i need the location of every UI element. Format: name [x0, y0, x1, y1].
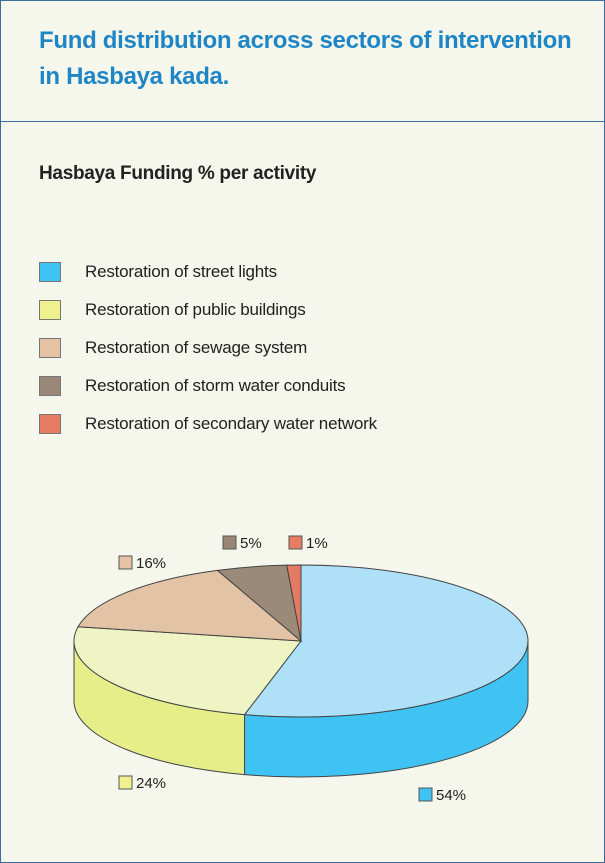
legend-swatch [39, 262, 61, 282]
data-label-swatch [418, 787, 433, 802]
data-label-text: 16% [136, 555, 166, 572]
header: Fund distribution across sectors of inte… [1, 1, 604, 122]
pie-slice [243, 564, 529, 718]
data-label-swatch [118, 775, 133, 790]
data-label: 5% [222, 535, 262, 552]
data-label-swatch [222, 535, 237, 550]
legend-label: Restoration of storm water conduits [85, 376, 346, 395]
data-label-swatch [118, 555, 133, 570]
pie-slice [73, 626, 302, 716]
legend-label: Restoration of secondary water network [85, 414, 377, 433]
legend-item: Restoration of sewage system [39, 329, 377, 367]
legend-item: Restoration of secondary water network [39, 405, 377, 443]
data-label-text: 5% [240, 535, 262, 552]
legend: Restoration of street lights Restoration… [39, 253, 377, 443]
legend-item: Restoration of street lights [39, 253, 377, 291]
page-title: Fund distribution across sectors of inte… [39, 27, 572, 90]
legend-item: Restoration of storm water conduits [39, 367, 377, 405]
pie-top [73, 564, 529, 718]
legend-label: Restoration of public buildings [85, 300, 306, 319]
data-label-text: 24% [136, 775, 166, 792]
pie-slice [286, 564, 302, 642]
data-label-text: 54% [436, 787, 466, 804]
legend-swatch [39, 414, 61, 434]
pie-data-labels: 54% 24% 16% 5% 1% [118, 535, 466, 804]
data-label-text: 1% [306, 535, 328, 552]
legend-item: Restoration of public buildings [39, 291, 377, 329]
data-label: 24% [118, 775, 166, 792]
legend-swatch [39, 338, 61, 358]
legend-label: Restoration of sewage system [85, 338, 308, 357]
data-label: 54% [418, 787, 466, 804]
data-label-swatch [288, 535, 303, 550]
pie-slice [77, 569, 303, 642]
data-label: 16% [118, 555, 166, 572]
chart-title: Hasbaya Funding % per activity [39, 163, 317, 184]
data-label: 1% [288, 535, 328, 552]
legend-label: Restoration of street lights [85, 262, 277, 281]
legend-swatch [39, 300, 61, 320]
legend-swatch [39, 376, 61, 396]
